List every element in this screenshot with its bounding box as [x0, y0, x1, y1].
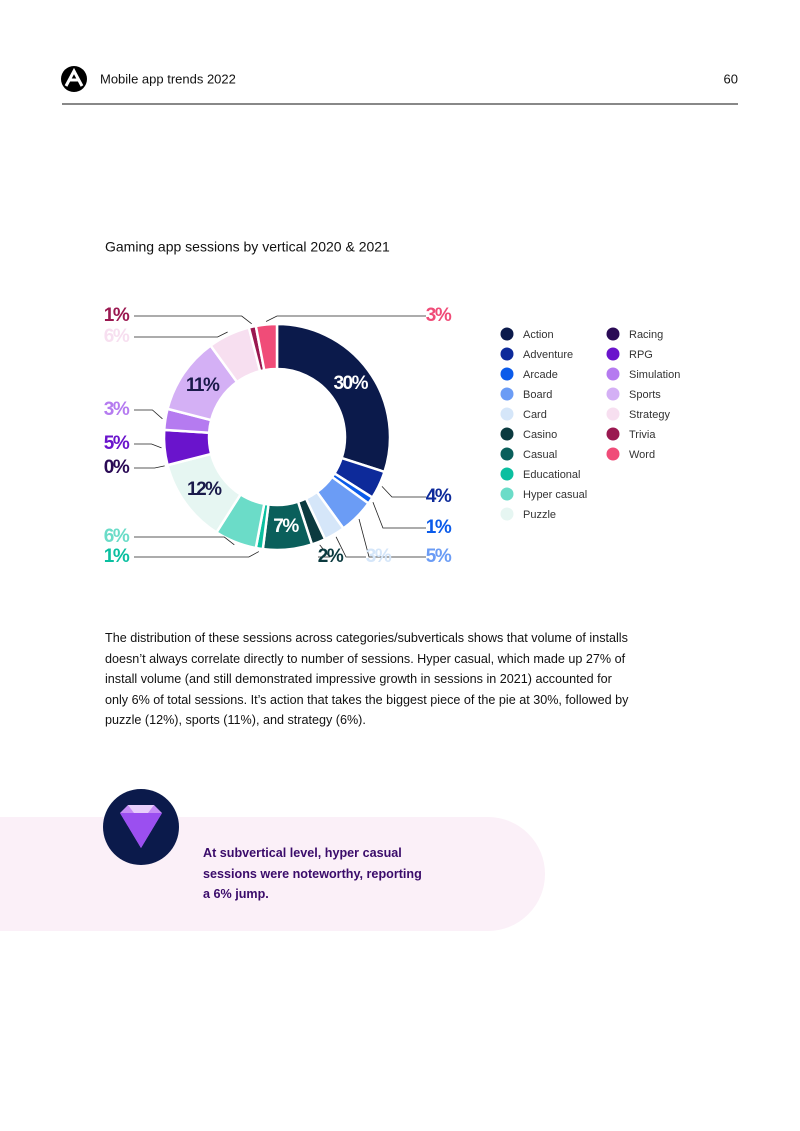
page-number: 60 [724, 71, 738, 86]
legend-label: Puzzle [523, 509, 556, 521]
value-label: 6% [104, 526, 130, 547]
legend-label: Card [523, 409, 547, 421]
legend-label: Simulation [629, 369, 680, 381]
legend-swatch [500, 447, 514, 461]
legend-label: Educational [523, 469, 581, 481]
value-label: 6% [104, 326, 130, 347]
leader-line [134, 551, 260, 558]
legend-label: Sports [629, 389, 661, 401]
value-label: 2% [318, 546, 344, 567]
legend-swatch [606, 327, 620, 341]
legend-swatch [500, 387, 514, 401]
legend-swatch [500, 327, 514, 341]
leader-line [134, 409, 163, 420]
legend-swatch [606, 367, 620, 381]
legend-swatch [606, 347, 620, 361]
legend-swatch [500, 487, 514, 501]
legend-label: Hyper casual [523, 489, 587, 501]
value-label: 1% [426, 517, 452, 538]
legend-label: Casual [523, 449, 557, 461]
leader-line [335, 536, 366, 558]
legend-label: Arcade [523, 369, 558, 381]
legend-label: Racing [629, 329, 663, 341]
legend-swatch [500, 367, 514, 381]
value-label: 1% [104, 305, 130, 326]
diamond-facet [120, 813, 162, 848]
value-label: 0% [104, 457, 130, 478]
leader-line [358, 518, 426, 558]
legend-swatch [500, 407, 514, 421]
chart-title: Gaming app sessions by vertical 2020 & 2… [105, 239, 390, 255]
leader-line [134, 536, 235, 546]
value-label: 5% [104, 433, 130, 454]
leader-line [265, 315, 426, 322]
legend-label: Strategy [629, 409, 670, 421]
leader-line [134, 315, 252, 325]
value-label: 3% [366, 546, 392, 567]
leader-line [381, 486, 426, 498]
leader-line [318, 544, 331, 558]
legend-label: Word [629, 449, 655, 461]
leader-line [134, 465, 165, 469]
value-label: 11% [186, 375, 220, 396]
legend-swatch [606, 447, 620, 461]
value-label: 12% [187, 479, 222, 500]
legend-swatch [500, 467, 514, 481]
body-text: The distribution of these sessions acros… [105, 631, 629, 727]
legend-swatch [606, 427, 620, 441]
legend-label: Casino [523, 429, 557, 441]
value-label: 5% [426, 546, 452, 567]
legend-label: RPG [629, 349, 653, 361]
logo-mark [64, 67, 84, 87]
leader-line [372, 502, 426, 529]
leader-line [134, 331, 228, 338]
legend-label: Action [523, 329, 554, 341]
legend-swatch [500, 347, 514, 361]
value-label: 4% [426, 486, 452, 507]
legend-swatch [606, 387, 620, 401]
legend-label: Board [523, 389, 552, 401]
value-label: 30% [333, 373, 368, 394]
diamond-top [128, 805, 154, 813]
header-title: Mobile app trends 2022 [100, 71, 236, 86]
legend-swatch [500, 427, 514, 441]
value-label: 3% [426, 305, 452, 326]
value-label: 3% [104, 399, 130, 420]
donut-segment [275, 322, 392, 474]
legend-label: Trivia [629, 429, 656, 441]
value-label: 1% [104, 546, 130, 567]
legend-label: Adventure [523, 349, 573, 361]
value-label: 7% [273, 516, 299, 537]
callout-text: At subvertical level, hyper casual sessi… [203, 846, 422, 901]
legend-swatch [606, 407, 620, 421]
donut-segment [254, 322, 279, 372]
leader-line [134, 443, 162, 449]
legend-swatch [500, 507, 514, 521]
